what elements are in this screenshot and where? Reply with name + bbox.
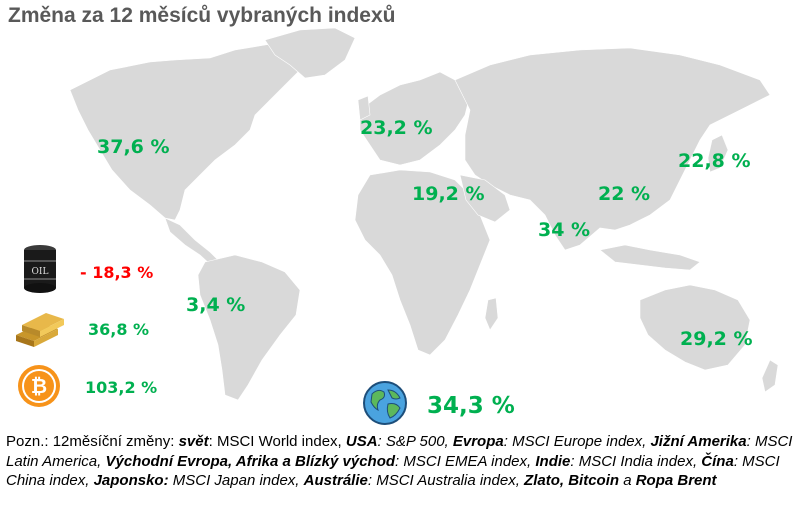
europe-shape [359,71,471,166]
gold-bars-icon [16,313,64,347]
svg-text:₿: ₿ [31,374,47,398]
oil-barrel-icon: OIL [24,245,56,293]
japan-shape [707,134,729,173]
bitcoin-icon: ₿ [18,365,60,407]
value-oil: - 18,3 % [80,263,154,282]
africa-shape [354,169,491,356]
svg-text:OIL: OIL [32,267,49,277]
madagascar-shape [484,297,499,331]
uk-shape [357,95,371,121]
australia-shape [639,284,751,371]
indonesia-shape [599,244,701,271]
globe-icon [363,381,407,425]
value-bitcoin: 103,2 % [85,378,158,397]
value-australia: 29,2 % [680,328,753,350]
north-america-shape [69,39,321,221]
value-world: 34,3 % [427,393,515,419]
value-europe: 23,2 % [360,117,433,139]
footnote: Pozn.: 12měsíční změny: svět: MSCI World… [6,433,793,489]
chart-title: Změna za 12 měsíců vybraných indexů [8,4,396,27]
arabia-shape [459,174,511,223]
value-india: 34 % [538,219,591,241]
new-zealand-shape [761,359,779,393]
value-japan: 22,8 % [678,150,751,172]
value-china: 22 % [598,183,651,205]
greenland-shape [264,27,356,79]
value-latin-america: 3,4 % [186,294,246,316]
central-america-shape [164,217,221,267]
value-emea: 19,2 % [412,183,485,205]
south-america-shape [197,254,301,401]
value-gold: 36,8 % [88,320,150,339]
world-map [69,27,779,401]
value-usa: 37,6 % [97,136,170,158]
